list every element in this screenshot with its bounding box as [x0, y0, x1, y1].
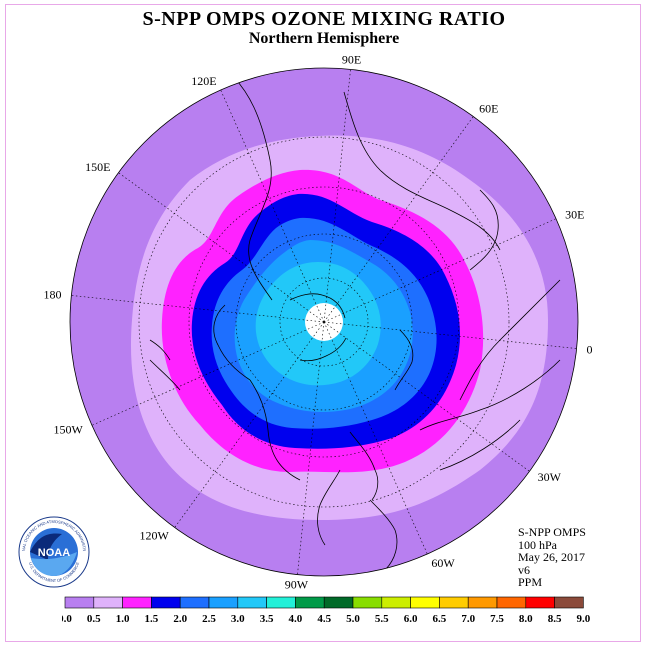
- info-units: PPM: [518, 575, 543, 589]
- colorbar-swatch: [467, 596, 498, 609]
- longitude-label: 90E: [342, 52, 361, 66]
- info-level: 100 hPa: [518, 537, 557, 552]
- info-instrument: S-NPP OMPS: [518, 525, 586, 539]
- colorbar-tick-label: 5.5: [375, 613, 389, 625]
- colorbar-tick-label: 6.5: [433, 613, 447, 625]
- colorbar-tick-label: 0.0: [62, 613, 72, 625]
- longitude-label: 30E: [565, 208, 584, 222]
- colorbar-swatch: [410, 596, 440, 609]
- colorbar-swatch: [208, 596, 239, 609]
- longitude-labels: 90E 60E 30E 0 30W 60W 90W 120W 150W 180 150E 120E: [43, 52, 592, 591]
- colorbar-swatch: [64, 596, 95, 609]
- logo-text: NOAA: [38, 547, 70, 559]
- colorbar-tick-label: 1.5: [145, 613, 159, 625]
- colorbar-tick-label: 3.0: [231, 613, 245, 625]
- ozone-field: [70, 68, 578, 576]
- colorbar-tick-label: 7.5: [490, 613, 504, 625]
- info-version: v6: [518, 562, 530, 577]
- colorbar-tick-label: 0.5: [87, 613, 101, 625]
- colorbar: 0.0 0.5 1.0 1.5 2.0 2.5 3.0 3.5 4.0 4.5 5.0 5.5 6.0 6…: [62, 596, 591, 625]
- globe-outline: [69, 67, 579, 577]
- colorbar-tick-label: 2.0: [173, 613, 187, 625]
- colorbar-tick-label: 4.0: [289, 613, 303, 625]
- colorbar-tick-label: 4.5: [317, 613, 331, 625]
- colorbar-tick-label: 8.5: [548, 613, 562, 625]
- colorbar-swatches: [64, 596, 584, 609]
- info-date: May 26, 2017: [518, 550, 585, 564]
- longitude-label: 150W: [53, 422, 83, 436]
- longitude-label: 120E: [191, 74, 216, 88]
- longitude-label: 150E: [85, 160, 110, 174]
- longitude-label: 60W: [431, 556, 455, 570]
- colorbar-tick-labels: 0.0 0.5 1.0 1.5 2.0 2.5 3.0 3.5 4.0 4.5 5.0 5.5 6.0 6…: [62, 613, 591, 625]
- chart-title: S-NPP OMPS OZONE MIXING RATIO: [142, 8, 506, 30]
- colorbar-swatch: [179, 596, 210, 609]
- colorbar-swatch: [525, 596, 555, 609]
- colorbar-swatch: [93, 596, 123, 609]
- longitude-label: 180: [43, 287, 61, 301]
- longitude-label: 60E: [479, 101, 498, 115]
- info-block: S-NPP OMPS 100 hPa May 26, 2017 v6 PPM: [518, 526, 586, 589]
- figure-frame: [5, 4, 641, 642]
- noaa-logo: NOAA NATIONAL OCEANIC AND ATMOSPHERIC AD…: [18, 516, 90, 588]
- longitude-label: 30W: [538, 470, 562, 484]
- latitude-circles: [138, 136, 510, 508]
- colorbar-swatch: [151, 596, 181, 609]
- colorbar-swatch: [237, 596, 267, 609]
- colorbar-swatch: [381, 596, 411, 609]
- colorbar-swatch: [323, 596, 354, 609]
- colorbar-swatch: [266, 596, 296, 609]
- colorbar-tick-label: 5.0: [346, 613, 360, 625]
- colorbar-swatch: [496, 596, 527, 609]
- colorbar-swatch: [295, 596, 325, 609]
- colorbar-tick-label: 3.5: [260, 613, 274, 625]
- colorbar-swatch: [554, 596, 584, 609]
- colorbar-swatch: [439, 596, 469, 609]
- colorbar-tick-label: 2.5: [202, 613, 216, 625]
- colorbar-tick-label: 8.0: [519, 613, 533, 625]
- colorbar-tick-label: 7.0: [461, 613, 475, 625]
- longitude-label: 0: [587, 343, 593, 357]
- colorbar-tick-label: 9.0: [577, 613, 591, 625]
- colorbar-tick-label: 6.0: [404, 613, 418, 625]
- colorbar-swatch: [352, 596, 383, 609]
- longitude-label: 120W: [139, 529, 169, 543]
- longitude-label: 90W: [285, 578, 309, 592]
- colorbar-swatch: [122, 596, 152, 609]
- chart-subtitle: Northern Hemisphere: [248, 30, 400, 47]
- colorbar-tick-label: 1.0: [116, 613, 130, 625]
